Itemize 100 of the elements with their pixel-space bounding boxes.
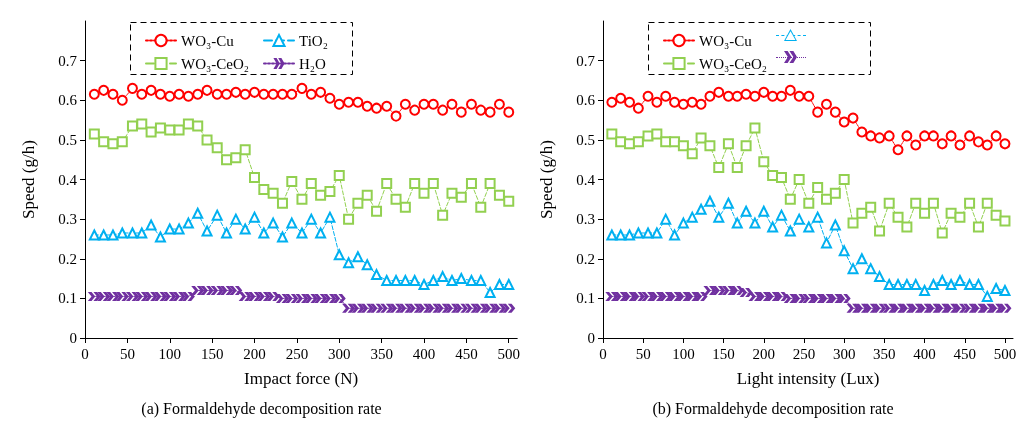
- point: [615, 92, 627, 104]
- point: [998, 303, 1012, 313]
- point: [971, 303, 985, 313]
- x-tick-label: 300: [328, 345, 351, 362]
- point: [712, 285, 726, 295]
- point: [856, 253, 868, 265]
- point: [136, 88, 148, 100]
- point: [686, 211, 698, 223]
- point: [812, 106, 824, 118]
- point: [145, 219, 157, 231]
- point: [436, 303, 450, 313]
- point: [465, 98, 477, 110]
- point: [323, 293, 337, 303]
- point: [502, 303, 516, 313]
- point: [88, 229, 100, 241]
- point: [492, 303, 506, 313]
- point: [660, 213, 672, 225]
- point: [380, 303, 394, 313]
- text: (b) Formaldehyde decomposition rate: [652, 399, 894, 418]
- point: [650, 291, 664, 301]
- point: [802, 293, 816, 303]
- point: [258, 88, 270, 100]
- x-tick-label: 350: [873, 345, 896, 362]
- x-tick-label: 100: [672, 345, 695, 362]
- point: [651, 96, 663, 108]
- point: [98, 229, 110, 241]
- point: [739, 287, 753, 297]
- point: [964, 130, 976, 142]
- point: [163, 291, 177, 301]
- point: [257, 291, 271, 301]
- point: [793, 174, 805, 185]
- point: [651, 128, 663, 140]
- point: [324, 185, 336, 197]
- point: [954, 139, 966, 151]
- point: [954, 211, 966, 223]
- point: [446, 187, 458, 199]
- point: [305, 213, 317, 225]
- point: [722, 138, 734, 150]
- x-tick-label: 200: [243, 345, 266, 362]
- y-tick-label: 0.4: [576, 171, 596, 188]
- point: [399, 98, 411, 110]
- point: [677, 217, 689, 229]
- point: [847, 217, 859, 229]
- point: [276, 197, 288, 209]
- point: [695, 132, 707, 144]
- point: [295, 293, 309, 303]
- point: [493, 98, 505, 110]
- point: [694, 291, 708, 301]
- point: [304, 293, 318, 303]
- point: [221, 88, 233, 100]
- point: [107, 88, 119, 100]
- point: [847, 112, 859, 124]
- point: [390, 193, 402, 205]
- point: [230, 152, 242, 164]
- point: [474, 303, 488, 313]
- point: [314, 293, 328, 303]
- point: [642, 90, 654, 102]
- point: [445, 303, 459, 313]
- point: [343, 96, 355, 108]
- point: [926, 303, 940, 313]
- legend-label: WO₃-Cu: [181, 32, 235, 49]
- point: [731, 217, 743, 229]
- point: [484, 177, 496, 189]
- point: [145, 84, 157, 96]
- point: [258, 227, 270, 239]
- legend-label: WO₃-Cu: [699, 32, 753, 49]
- point: [352, 251, 364, 263]
- point: [990, 130, 1002, 142]
- point: [503, 195, 515, 207]
- point: [820, 193, 832, 205]
- point: [333, 249, 345, 261]
- point: [856, 126, 868, 138]
- point: [437, 209, 449, 221]
- point: [677, 140, 689, 152]
- point: [865, 201, 877, 213]
- point: [812, 181, 824, 193]
- point: [126, 227, 138, 239]
- point: [748, 291, 762, 301]
- point: [144, 291, 158, 301]
- point: [238, 291, 252, 301]
- y-tick-label: 0.2: [576, 250, 595, 267]
- point: [343, 257, 355, 269]
- point: [669, 229, 681, 241]
- point: [865, 263, 877, 275]
- point: [803, 197, 815, 209]
- point: [740, 140, 752, 152]
- point: [483, 303, 497, 313]
- point: [98, 84, 110, 96]
- point: [783, 293, 797, 303]
- point: [201, 84, 213, 96]
- point: [695, 98, 707, 110]
- point: [865, 130, 877, 142]
- point: [999, 138, 1011, 150]
- y-axis-title: Speed (g/h): [537, 140, 556, 219]
- point: [427, 177, 439, 189]
- point: [333, 170, 345, 182]
- point: [900, 303, 914, 313]
- point: [606, 229, 618, 241]
- point: [614, 291, 628, 301]
- point: [164, 90, 176, 102]
